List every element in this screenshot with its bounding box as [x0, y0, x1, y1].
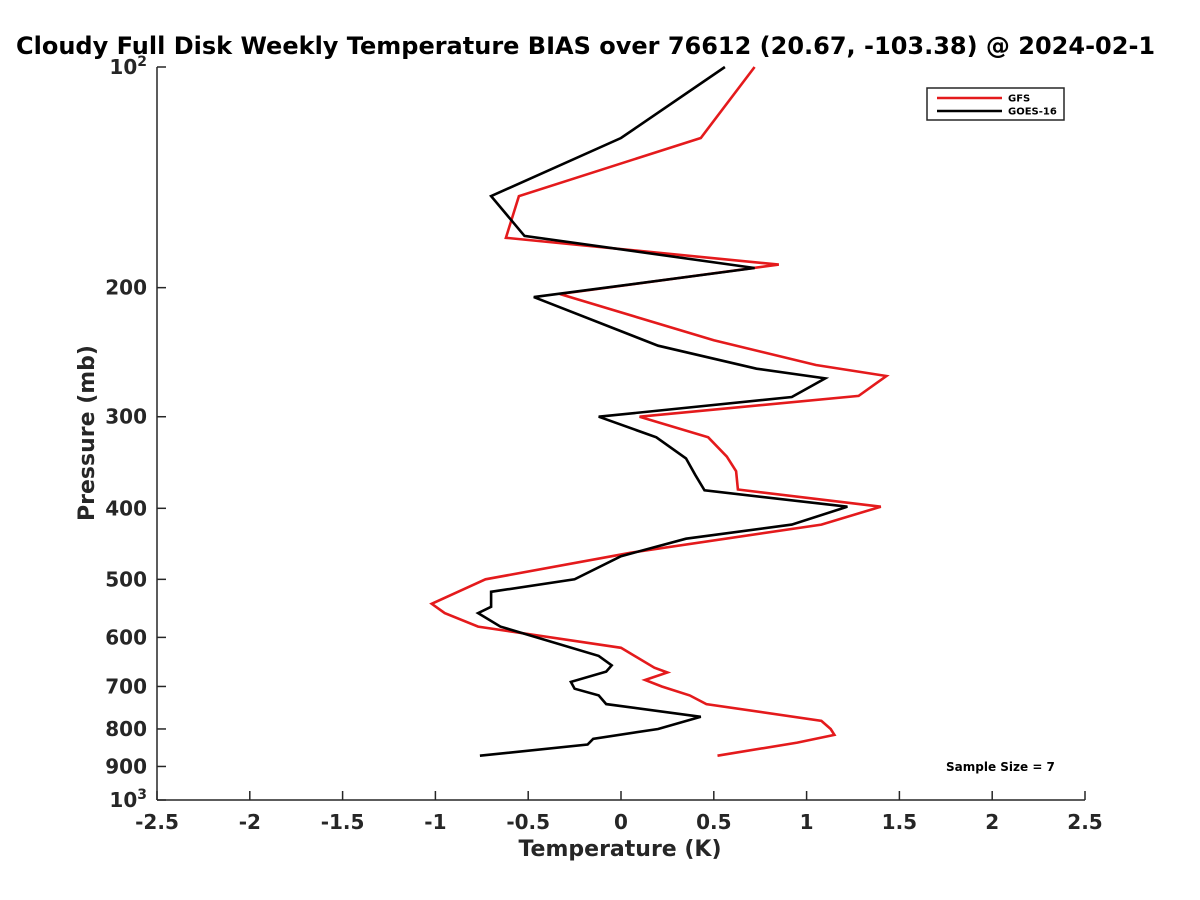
- y-tick-label: 200: [105, 276, 147, 300]
- legend-label-gfs: GFS: [1008, 94, 1030, 105]
- legend-box: [926, 87, 1065, 121]
- x-tick-label: -2.5: [135, 810, 179, 834]
- x-tick-label: -2: [239, 810, 261, 834]
- series-line-goes16: [475, 65, 848, 757]
- y-tick-label: 300: [105, 405, 147, 429]
- y-tick-label: 900: [105, 754, 147, 778]
- series-layer: [429, 65, 890, 757]
- y-axis-label: Pressure (mb): [75, 345, 100, 521]
- x-tick-label: 2: [985, 810, 999, 834]
- x-tick-label: -0.5: [506, 810, 550, 834]
- y-tick-label: 500: [105, 567, 147, 591]
- x-tick-label: 0: [614, 810, 628, 834]
- x-tick-label: 1: [800, 810, 814, 834]
- y-tick-label: 800: [105, 717, 147, 741]
- sample-size-annotation: Sample Size = 7: [946, 760, 1055, 774]
- plot-area: -2.5 -2 -1.5 -1 -0.5 0 0.5 1 1.5 2 2.5 102 200 300 400…: [105, 54, 1102, 834]
- x-tick-label: -1.5: [321, 810, 365, 834]
- x-tick-label: -1: [424, 810, 446, 834]
- y-tick-label: 400: [105, 496, 147, 520]
- y-tick-label: 102: [109, 54, 147, 79]
- y-tick-label: 103: [109, 787, 147, 812]
- legend: GFS GOES-16: [926, 87, 1065, 121]
- chart-title: Cloudy Full Disk Weekly Temperature BIAS…: [16, 32, 1155, 60]
- x-tick-label: 1.5: [882, 810, 917, 834]
- x-tick-label: 0.5: [696, 810, 731, 834]
- x-axis-label: Temperature (K): [518, 837, 721, 862]
- x-tick-label: 2.5: [1067, 810, 1102, 834]
- legend-label-goes16: GOES-16: [1008, 107, 1057, 118]
- y-tick-label: 700: [105, 674, 147, 698]
- y-tick-label: 600: [105, 625, 147, 649]
